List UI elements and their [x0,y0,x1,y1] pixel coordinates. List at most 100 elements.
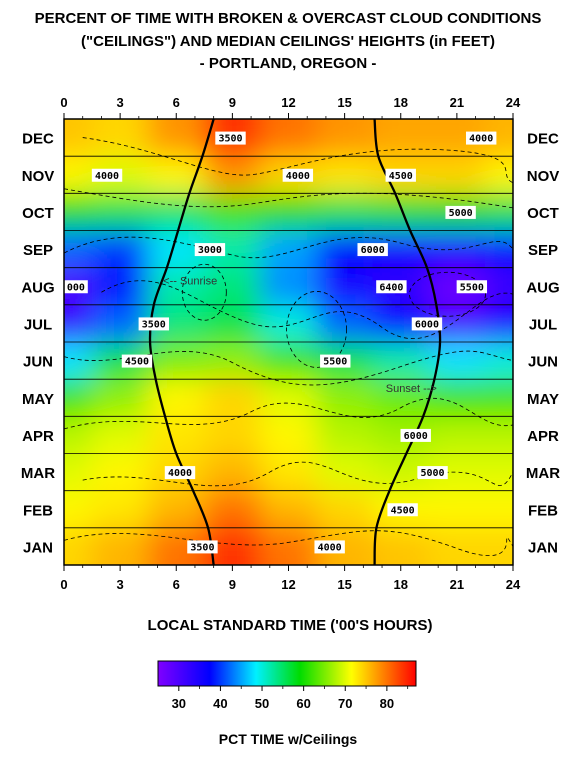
chart-title-line-3: - PORTLAND, OREGON - [199,55,377,72]
month-label-left: MAR [21,465,55,482]
label-text: 5000 [421,468,445,479]
label-text: 4500 [125,357,149,368]
heat-cell [260,490,318,529]
label-text: 4000 [168,468,192,479]
ceiling-height-label: 000 [64,280,88,294]
heat-cell [484,156,513,195]
contour-loop [181,263,227,321]
month-label-right: APR [527,428,559,445]
ceiling-height-label: 5500 [456,280,488,294]
label-text: 6000 [404,431,428,442]
ceiling-height-label: 4000 [282,168,314,182]
heat-cell [316,490,374,529]
month-label-right: SEP [528,242,558,259]
contour-line [64,530,513,556]
heat-cell [92,119,150,158]
heat-cell [484,416,513,455]
month-label-left: APR [22,428,54,445]
heat-cell [64,230,94,269]
colorbar-label: PCT TIME w/Ceilings [218,731,358,747]
heat-cell [148,416,206,455]
ceiling-height-label: 4000 [164,466,196,480]
heat-cell [428,156,486,195]
ceiling-height-label: 6000 [400,428,431,442]
heat-cell [372,193,430,232]
label-box [314,540,345,554]
heat-cell [204,156,262,195]
heat-cell [64,453,94,492]
heat-cell [92,490,150,529]
month-label-left: MAY [22,391,54,408]
sunrise-sunset-curves [148,119,442,565]
month-label-right: JAN [528,539,558,556]
heat-cell [92,379,150,418]
heat-cell [484,193,513,232]
label-box [320,354,351,368]
x-axis-label: LOCAL STANDARD TIME ('00'S HOURS) [147,617,433,634]
heat-cell [260,416,318,455]
heat-cell [148,267,206,306]
label-box [445,205,476,219]
heat-cell [484,230,513,269]
colorbar: 30 40 50 60 70 80 [157,660,417,711]
month-label-left: OCT [22,205,54,222]
contour-line [82,461,513,487]
contour-line [64,236,513,259]
contour-line [64,397,513,430]
month-label-right: FEB [528,502,558,519]
label-box [376,280,407,294]
label-text: 6000 [361,245,385,256]
colorbar-ramp [157,660,417,687]
label-text: 4500 [391,505,415,516]
heat-cell [484,527,513,565]
ceiling-height-label: 4000 [465,131,497,145]
colorbar-tick-label: 40 [213,696,227,711]
label-box [400,428,431,442]
heatmap-cells [64,119,513,565]
heat-cell [92,193,150,232]
heat-cell [64,490,94,529]
heat-cell [204,267,262,306]
label-text: 3500 [218,134,242,145]
ceiling-height-label: 3500 [187,540,218,554]
colorbar-tick-label: 50 [255,696,269,711]
chart-title-line-1: PERCENT OF TIME WITH BROKEN & OVERCAST C… [34,10,542,27]
heat-cell [260,342,318,381]
label-box [465,131,497,145]
label-box [282,168,314,182]
heat-cell [316,379,374,418]
heat-cell [428,527,486,565]
label-box [194,243,226,257]
heat-cell [316,416,374,455]
heat-cell [316,267,374,306]
label-box [215,131,246,145]
sunrise-label: <-- Sunrise [163,275,217,287]
heat-cell [428,416,486,455]
ceiling-height-label: 5000 [417,466,448,480]
x-tick-label-top: 6 [173,95,180,110]
heat-cell [260,453,318,492]
heat-cell [204,416,262,455]
month-label-left: JAN [23,539,53,556]
contour-loop [286,291,347,368]
month-row-lines [64,155,513,529]
ceiling-height-label: 4500 [387,503,418,517]
month-label-left: NOV [22,168,55,185]
label-text: 4000 [469,134,493,145]
label-box [91,168,123,182]
heat-cell [260,230,318,269]
ceiling-height-label: 6000 [357,243,388,257]
ceiling-height-label: 6400 [376,280,407,294]
month-label-right: MAR [526,465,560,482]
label-box [387,503,418,517]
x-tick-label-bottom: 24 [506,577,521,592]
chart-title-line-2: ("CEILINGS") AND MEDIAN CEILINGS' HEIGHT… [81,33,495,50]
x-tick-label-top: 18 [394,95,408,110]
heat-cell [64,119,94,158]
heat-cell [484,379,513,418]
heat-cell [260,193,318,232]
heat-cell [64,304,94,343]
heat-cell [64,527,94,565]
month-label-right: AUG [526,279,559,296]
label-text: 4500 [389,171,413,182]
